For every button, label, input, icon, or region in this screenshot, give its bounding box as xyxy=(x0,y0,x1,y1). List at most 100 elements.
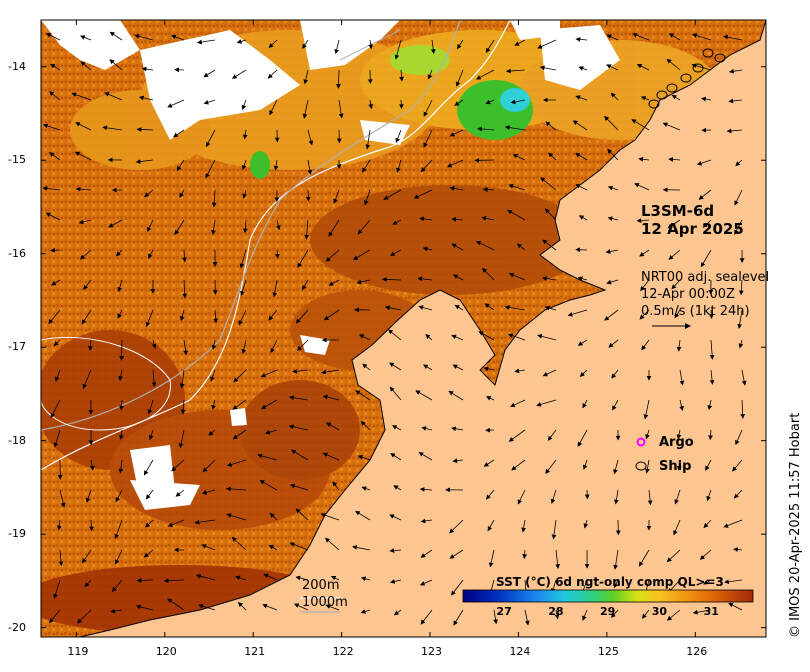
current-arrow xyxy=(740,399,746,419)
current-arrow xyxy=(307,159,313,175)
current-arrow xyxy=(701,96,712,102)
current-arrow xyxy=(358,334,371,341)
current-arrow xyxy=(452,364,464,371)
current-arrow xyxy=(638,156,650,162)
current-arrow xyxy=(706,489,712,502)
x-tick-label: 120 xyxy=(155,645,177,658)
current-arrow xyxy=(74,151,92,161)
current-arrow xyxy=(451,426,464,432)
current-arrow xyxy=(117,309,123,319)
current-arrow xyxy=(645,459,650,474)
current-arrow xyxy=(420,609,433,625)
current-arrow xyxy=(536,399,557,407)
current-arrow xyxy=(709,339,715,360)
current-arrow xyxy=(420,549,433,558)
current-arrow xyxy=(726,128,743,134)
current-arrow xyxy=(46,33,61,41)
current-arrow xyxy=(293,603,309,611)
current-arrow xyxy=(356,279,371,285)
current-arrow xyxy=(275,219,281,231)
current-arrow xyxy=(613,459,619,475)
current-arrow xyxy=(548,152,557,161)
current-arrow xyxy=(268,309,278,321)
y-tick-label: -17 xyxy=(8,340,26,354)
current-arrow xyxy=(226,513,247,521)
current-arrow xyxy=(399,69,404,82)
current-arrow xyxy=(320,369,340,375)
current-arrow xyxy=(118,369,124,382)
current-arrow xyxy=(604,115,619,131)
current-arrow xyxy=(208,429,216,436)
current-arrow xyxy=(180,399,186,415)
current-arrow xyxy=(288,424,309,431)
current-arrow xyxy=(420,159,433,173)
current-arrow xyxy=(118,459,124,474)
current-arrow xyxy=(45,212,61,221)
current-arrow xyxy=(666,58,681,71)
current-arrow xyxy=(302,279,309,291)
current-arrow xyxy=(607,216,619,221)
current-arrow xyxy=(454,99,464,106)
current-arrow xyxy=(735,159,743,167)
current-arrow xyxy=(322,394,340,401)
current-arrow xyxy=(449,129,464,137)
current-arrow xyxy=(517,489,526,505)
current-arrow xyxy=(143,459,154,476)
current-arrow xyxy=(391,425,402,431)
current-arrow xyxy=(182,279,188,299)
ship-legend-symbol xyxy=(635,461,647,471)
current-arrow xyxy=(71,92,92,101)
current-arrow xyxy=(119,399,124,411)
current-arrow xyxy=(734,189,743,206)
current-arrow xyxy=(485,99,495,105)
current-arrow xyxy=(357,219,371,235)
colorbar-tick-label: 28 xyxy=(548,605,564,618)
current-arrow xyxy=(582,399,588,409)
current-arrow xyxy=(673,519,681,536)
y-tick-label: -14 xyxy=(8,59,26,73)
current-arrow xyxy=(50,63,61,71)
current-arrow xyxy=(148,249,154,259)
current-arrow xyxy=(171,459,185,472)
current-arrow xyxy=(475,240,495,251)
current-arrow xyxy=(83,279,92,291)
current-arrow xyxy=(422,246,433,252)
current-arrow xyxy=(606,279,619,285)
current-arrow xyxy=(504,305,526,311)
current-arrow xyxy=(151,339,157,349)
current-arrow xyxy=(114,549,123,565)
x-tick-label: 125 xyxy=(597,645,619,658)
current-arrow xyxy=(541,276,557,281)
current-arrow xyxy=(451,579,464,596)
current-arrow xyxy=(232,429,247,440)
current-arrow xyxy=(141,66,154,72)
current-arrow xyxy=(453,609,464,626)
current-arrow xyxy=(485,39,495,54)
current-arrow xyxy=(547,429,557,441)
current-arrow xyxy=(722,34,743,41)
current-arrow xyxy=(575,184,588,191)
current-arrow xyxy=(50,399,61,419)
current-arrow xyxy=(537,39,557,49)
current-arrow xyxy=(241,339,247,355)
current-arrow xyxy=(290,449,309,461)
current-arrow xyxy=(269,99,278,116)
current-arrow xyxy=(80,35,92,41)
current-arrow xyxy=(203,99,216,105)
current-arrow xyxy=(81,549,92,564)
current-arrow xyxy=(178,429,185,449)
current-arrow xyxy=(58,549,64,567)
current-arrow xyxy=(53,579,61,600)
current-arrow xyxy=(679,399,684,412)
current-arrow xyxy=(80,61,92,71)
current-arrow xyxy=(295,508,309,521)
current-arrow xyxy=(483,459,495,467)
current-arrow xyxy=(613,549,619,570)
current-arrow xyxy=(708,309,714,319)
current-arrow xyxy=(393,485,402,491)
current-arrow xyxy=(662,122,681,131)
current-arrow xyxy=(136,578,154,583)
current-arrow xyxy=(452,274,464,281)
current-arrow xyxy=(666,609,681,621)
current-arrow xyxy=(705,459,712,471)
